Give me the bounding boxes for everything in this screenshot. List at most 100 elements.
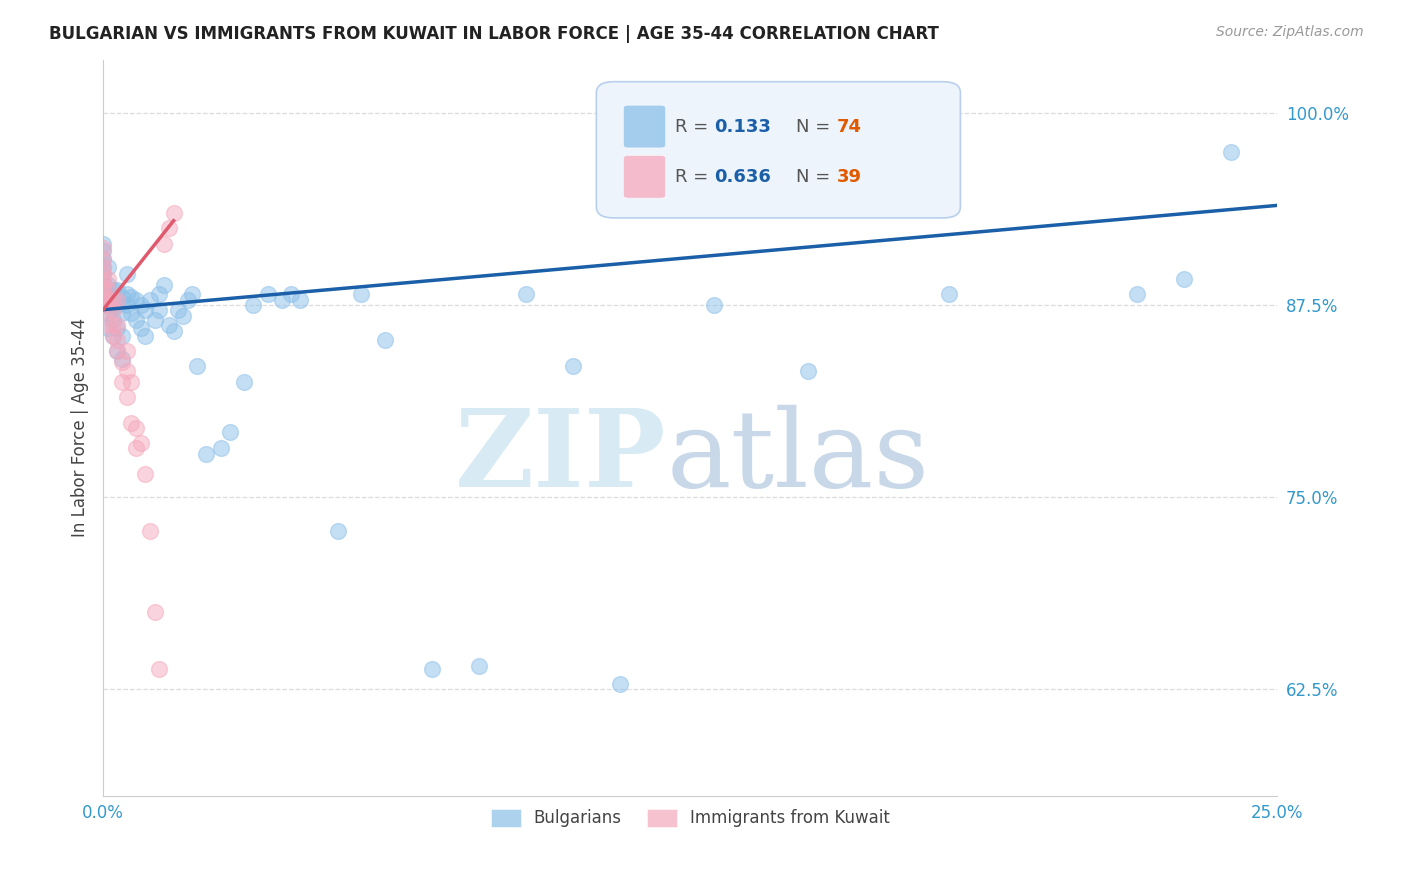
Point [105,293,128,308]
Point [101,313,124,327]
Point [167,302,190,317]
Legend: Bulgarians, Immigrants from Kuwait: Bulgarians, Immigrants from Kuwait [482,800,898,836]
Point [91,298,114,312]
Point [101,318,124,332]
Point [270,293,292,308]
Point [256,287,278,301]
Point [101,328,124,343]
Point [129,436,152,450]
Point [148,302,170,317]
Point [280,287,302,301]
Point [125,441,148,455]
Point [172,309,194,323]
Point [134,467,156,481]
Point [101,283,124,297]
Point [105,334,128,348]
Point [703,298,725,312]
Point [157,318,180,332]
Text: ZIP: ZIP [456,404,666,510]
Text: 0.133: 0.133 [714,118,770,136]
Point [125,313,148,327]
Point [134,302,156,317]
Point [101,293,124,308]
Point [97,278,120,293]
Point [97,287,120,301]
Point [111,290,134,304]
Point [139,524,162,538]
Point [101,328,124,343]
Point [91,268,114,282]
Point [105,283,128,297]
Point [796,364,818,378]
Point [111,351,134,366]
Point [609,677,631,691]
Point [468,658,491,673]
Point [1125,287,1147,301]
Point [420,662,443,676]
Point [91,293,114,308]
Point [91,260,114,274]
Point [91,298,114,312]
Point [91,281,114,295]
Point [105,344,128,359]
Point [91,236,114,251]
Y-axis label: In Labor Force | Age 35-44: In Labor Force | Age 35-44 [72,318,89,537]
Point [148,662,170,676]
Point [162,324,184,338]
Point [153,278,176,293]
Point [290,293,312,308]
Text: R =: R = [675,118,714,136]
Point [195,447,218,461]
Text: 74: 74 [837,118,862,136]
Point [129,298,152,312]
Point [111,328,134,343]
Text: 39: 39 [837,168,862,186]
Point [120,290,142,304]
Point [143,313,166,327]
Point [209,441,232,455]
Point [120,375,142,389]
Point [176,293,198,308]
Point [97,272,120,286]
Point [1219,145,1241,159]
Text: N =: N = [796,118,837,136]
Point [97,302,120,317]
Point [153,236,176,251]
Point [91,275,114,289]
Point [115,298,138,312]
Point [219,425,242,440]
Point [242,298,264,312]
Point [91,268,114,282]
Point [326,524,349,538]
Point [938,287,960,301]
Point [97,260,120,274]
Point [97,283,120,297]
Point [374,334,396,348]
Point [91,241,114,255]
Point [97,298,120,312]
Point [125,421,148,435]
Point [515,287,537,301]
Text: Source: ZipAtlas.com: Source: ZipAtlas.com [1216,25,1364,39]
Point [115,390,138,404]
Point [125,293,148,308]
Point [181,287,204,301]
Point [91,293,114,308]
Point [134,328,156,343]
Point [186,359,208,374]
Point [115,268,138,282]
Point [91,252,114,266]
FancyBboxPatch shape [623,105,665,148]
Point [91,287,114,301]
Point [101,298,124,312]
Point [139,293,162,308]
Point [91,260,114,274]
FancyBboxPatch shape [623,155,665,198]
Point [350,287,373,301]
Point [111,306,134,320]
Point [97,293,120,308]
Point [120,416,142,430]
Point [111,355,134,369]
Point [97,306,120,320]
Point [105,318,128,332]
